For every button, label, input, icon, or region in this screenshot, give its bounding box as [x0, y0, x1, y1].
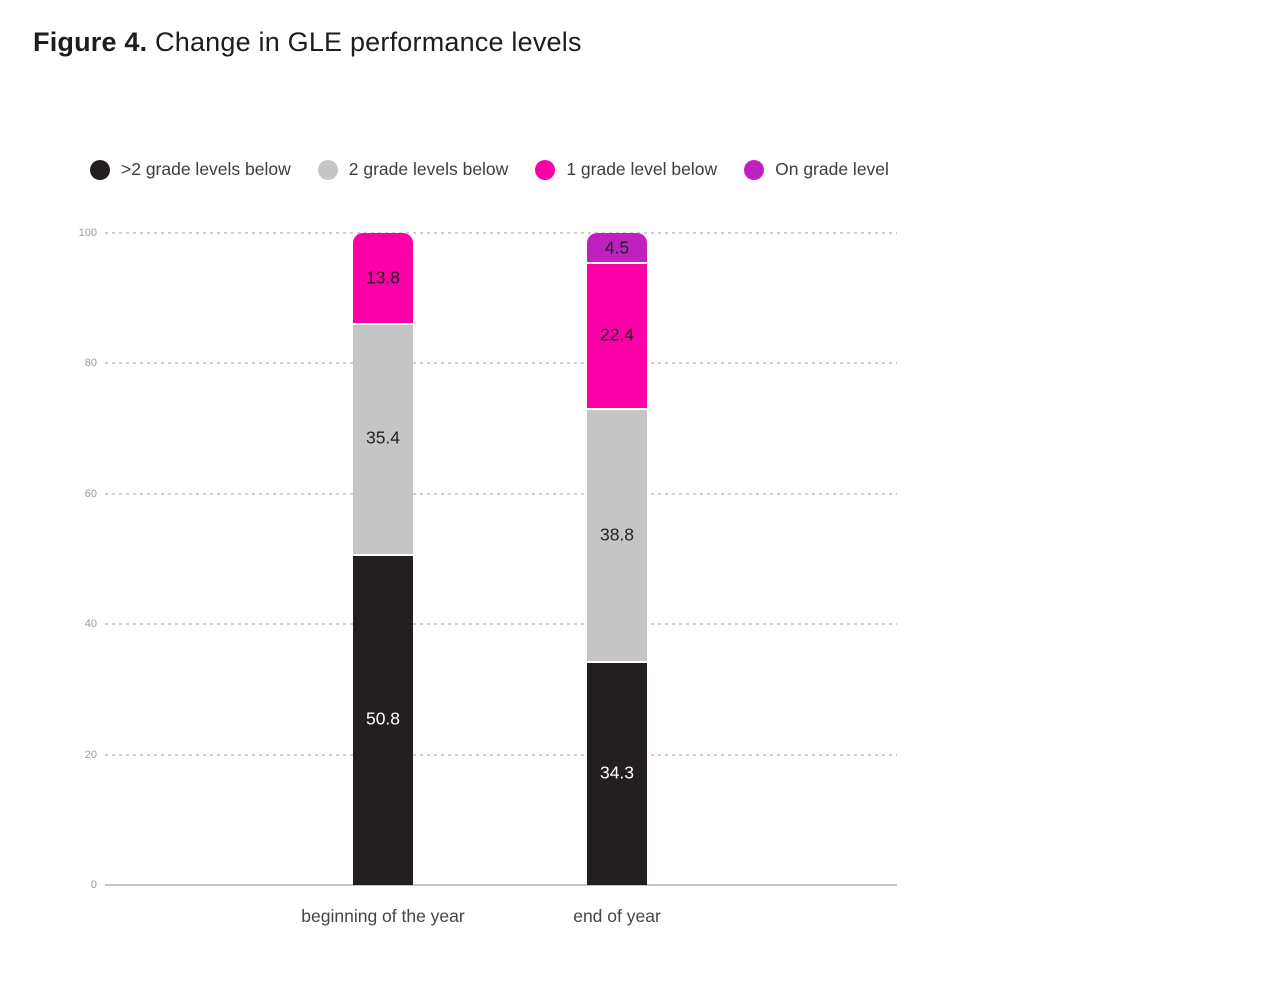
- legend-label: On grade level: [775, 159, 889, 179]
- legend-swatch-icon: [317, 159, 338, 180]
- x-axis-line: [105, 884, 897, 886]
- bar-segment: [353, 323, 413, 554]
- x-axis-label-1: end of year: [573, 906, 661, 926]
- chart-legend: >2 grade levels below 2 grade levels belo…: [90, 159, 889, 180]
- segment-value-label: 50.8: [365, 708, 401, 729]
- y-tick-label-100: 100: [78, 227, 97, 239]
- legend-item-0: >2 grade levels below: [90, 159, 291, 180]
- legend-swatch-icon: [744, 159, 765, 180]
- gridline-80: [105, 362, 897, 365]
- figure-caption: Change in GLE performance levels: [155, 27, 582, 57]
- segment-value-label: 4.5: [604, 236, 630, 257]
- bar-segment: [353, 233, 413, 323]
- gridline-20: [105, 753, 897, 756]
- bar-segment: [587, 233, 647, 263]
- gridline-60: [105, 492, 897, 495]
- gridline-100: [105, 232, 897, 234]
- bar-0: 50.8 35.4 13.8: [353, 233, 413, 885]
- y-tick-label-60: 60: [84, 487, 97, 500]
- bar-segment: [353, 553, 413, 885]
- segment-value-label: 22.4: [599, 324, 635, 345]
- bar-1: 34.3 38.8 22.4 4.5: [587, 233, 647, 885]
- legend-item-1: 2 grade levels below: [317, 159, 509, 180]
- legend-swatch-icon: [535, 159, 556, 180]
- bar-segment: [587, 262, 647, 409]
- legend-swatch-icon: [90, 159, 110, 180]
- figure-title: Figure 4. Change in GLE performance leve…: [33, 26, 582, 59]
- x-axis-label-0: beginning of the year: [301, 906, 465, 926]
- legend-label: >2 grade levels below: [121, 159, 291, 179]
- bar-segment: [587, 408, 647, 662]
- segment-value-label: 13.8: [365, 267, 401, 288]
- segment-value-label: 34.3: [599, 762, 635, 783]
- gridline-40: [105, 623, 897, 626]
- segment-value-label: 38.8: [599, 524, 635, 545]
- y-tick-label-40: 40: [84, 618, 97, 631]
- figure-number: Figure 4.: [33, 27, 148, 57]
- stacked-bar-chart: 0 20 40 60 80 100 50.8 35.4 13.8 34.3 38.8 22.4 4.5…: [79, 227, 897, 926]
- segment-value-label: 35.4: [365, 427, 401, 448]
- legend-label: 2 grade levels below: [348, 159, 509, 179]
- y-tick-label-80: 80: [84, 357, 97, 370]
- y-tick-label-0: 0: [90, 879, 97, 891]
- bar-segment: [587, 661, 647, 885]
- legend-item-2: 1 grade level below: [535, 159, 717, 180]
- legend-item-3: On grade level: [744, 159, 889, 180]
- y-tick-label-20: 20: [84, 748, 97, 761]
- legend-label: 1 grade level below: [566, 159, 718, 179]
